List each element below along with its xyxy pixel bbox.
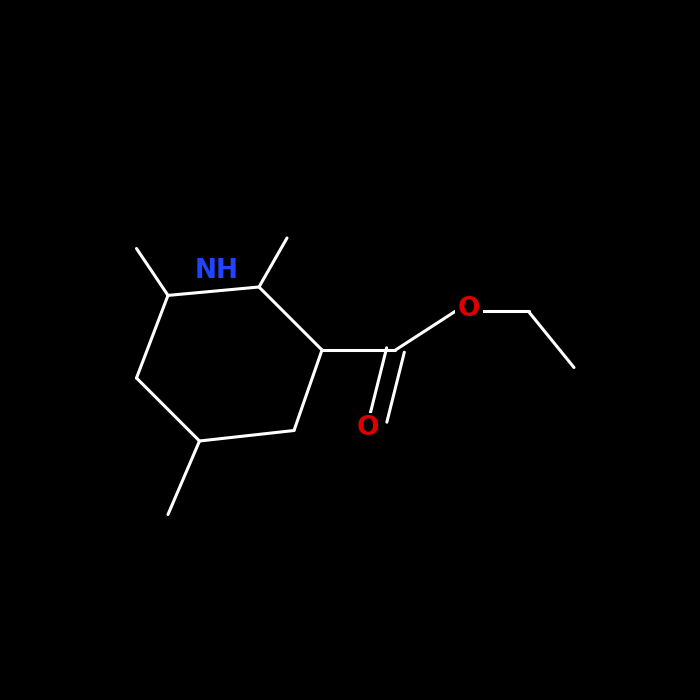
Text: NH: NH — [195, 258, 239, 284]
Text: O: O — [356, 415, 379, 442]
Text: O: O — [458, 296, 480, 323]
